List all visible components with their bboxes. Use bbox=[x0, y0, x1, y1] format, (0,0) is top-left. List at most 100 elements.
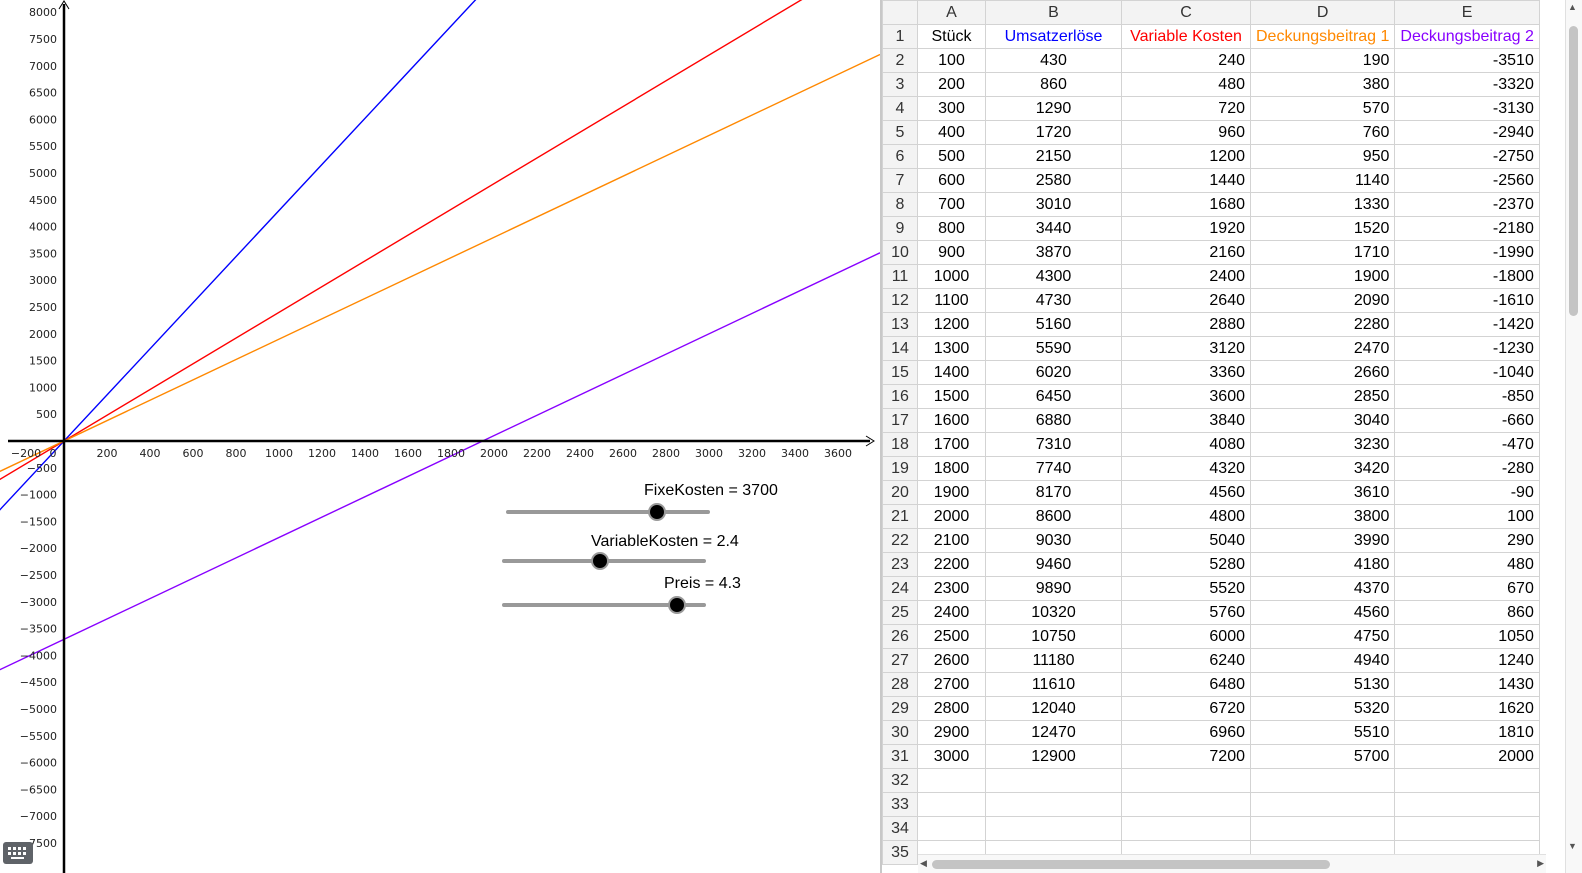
cell[interactable]: 860 bbox=[985, 72, 1122, 97]
spreadsheet-grid[interactable]: A B C D E 1 Stück Umsatzerlöse Variable Kos… bbox=[882, 0, 1540, 865]
slider-knob-preis[interactable] bbox=[668, 596, 687, 614]
cell[interactable]: 4560 bbox=[1121, 480, 1251, 505]
cell[interactable]: 2200 bbox=[917, 552, 986, 577]
cell[interactable] bbox=[1249, 768, 1396, 793]
cell[interactable]: 5700 bbox=[1249, 744, 1396, 769]
row-header[interactable]: 24 bbox=[882, 576, 918, 601]
cell[interactable]: -660 bbox=[1394, 408, 1540, 433]
cell[interactable]: 290 bbox=[1394, 528, 1540, 553]
cell[interactable]: 3610 bbox=[1249, 480, 1396, 505]
row-header[interactable]: 1 bbox=[882, 24, 918, 49]
cell[interactable] bbox=[1121, 792, 1251, 817]
row-header[interactable]: 2 bbox=[882, 48, 918, 73]
cell[interactable]: 11610 bbox=[985, 672, 1122, 697]
cell[interactable]: 1700 bbox=[917, 432, 986, 457]
column-header-d[interactable]: D bbox=[1249, 0, 1396, 25]
row-header[interactable]: 30 bbox=[882, 720, 918, 745]
cell[interactable]: 2300 bbox=[917, 576, 986, 601]
cell[interactable]: 9460 bbox=[985, 552, 1122, 577]
cell[interactable]: 3800 bbox=[1249, 504, 1396, 529]
cell[interactable] bbox=[1121, 768, 1251, 793]
header-cell[interactable]: Umsatzerlöse bbox=[985, 24, 1122, 49]
cell[interactable]: 1300 bbox=[917, 336, 986, 361]
cell[interactable]: 2280 bbox=[1249, 312, 1396, 337]
cell[interactable]: -2940 bbox=[1394, 120, 1540, 145]
cell[interactable]: 1900 bbox=[1249, 264, 1396, 289]
cell[interactable]: 4560 bbox=[1249, 600, 1396, 625]
cell[interactable]: 1000 bbox=[917, 264, 986, 289]
cell[interactable]: 3420 bbox=[1249, 456, 1396, 481]
row-header[interactable]: 11 bbox=[882, 264, 918, 289]
vertical-scroll-thumb[interactable] bbox=[1569, 26, 1578, 316]
cell[interactable]: 480 bbox=[1121, 72, 1251, 97]
cell[interactable]: 2660 bbox=[1249, 360, 1396, 385]
cell[interactable]: 2160 bbox=[1121, 240, 1251, 265]
cell[interactable]: 3870 bbox=[985, 240, 1122, 265]
cell[interactable]: 4800 bbox=[1121, 504, 1251, 529]
cell[interactable]: 3120 bbox=[1121, 336, 1251, 361]
cell[interactable]: 1600 bbox=[917, 408, 986, 433]
graph-line-1[interactable] bbox=[0, 0, 880, 520]
cell[interactable]: 2150 bbox=[985, 144, 1122, 169]
cell[interactable]: 3230 bbox=[1249, 432, 1396, 457]
horizontal-scroll-thumb[interactable] bbox=[932, 860, 1330, 869]
cell[interactable]: 7740 bbox=[985, 456, 1122, 481]
row-header[interactable]: 5 bbox=[882, 120, 918, 145]
cell[interactable]: 960 bbox=[1121, 120, 1251, 145]
cell[interactable]: 1520 bbox=[1249, 216, 1396, 241]
cell[interactable]: -2750 bbox=[1394, 144, 1540, 169]
cell[interactable]: 5520 bbox=[1121, 576, 1251, 601]
header-cell[interactable]: Deckungsbeitrag 2 bbox=[1394, 24, 1540, 49]
row-header[interactable]: 31 bbox=[882, 744, 918, 769]
cell[interactable]: 4370 bbox=[1249, 576, 1396, 601]
cell[interactable]: 6000 bbox=[1121, 624, 1251, 649]
cell[interactable]: 5160 bbox=[985, 312, 1122, 337]
column-header-a[interactable]: A bbox=[917, 0, 986, 25]
cell[interactable]: 400 bbox=[917, 120, 986, 145]
scroll-up-icon[interactable]: ▲ bbox=[1568, 2, 1577, 12]
cell[interactable]: 2800 bbox=[917, 696, 986, 721]
cell[interactable]: 100 bbox=[917, 48, 986, 73]
cell[interactable]: 1620 bbox=[1394, 696, 1540, 721]
cell[interactable]: 1140 bbox=[1249, 168, 1396, 193]
cell[interactable]: 1200 bbox=[1121, 144, 1251, 169]
row-header[interactable]: 8 bbox=[882, 192, 918, 217]
cell[interactable]: 670 bbox=[1394, 576, 1540, 601]
cell[interactable]: 6450 bbox=[985, 384, 1122, 409]
view-divider[interactable] bbox=[880, 0, 882, 873]
row-header[interactable]: 28 bbox=[882, 672, 918, 697]
row-header[interactable]: 12 bbox=[882, 288, 918, 313]
cell[interactable] bbox=[1394, 816, 1540, 841]
cell[interactable]: 9030 bbox=[985, 528, 1122, 553]
cell[interactable]: 5590 bbox=[985, 336, 1122, 361]
cell[interactable]: 2880 bbox=[1121, 312, 1251, 337]
cell[interactable]: 430 bbox=[985, 48, 1122, 73]
cell[interactable]: 1920 bbox=[1121, 216, 1251, 241]
cell[interactable]: 1200 bbox=[917, 312, 986, 337]
row-header[interactable]: 35 bbox=[882, 840, 918, 865]
row-header[interactable]: 20 bbox=[882, 480, 918, 505]
row-header[interactable]: 7 bbox=[882, 168, 918, 193]
scroll-down-icon[interactable]: ▼ bbox=[1568, 841, 1577, 851]
cell[interactable]: -470 bbox=[1394, 432, 1540, 457]
cell[interactable] bbox=[917, 768, 986, 793]
slider-knob-fixekosten[interactable] bbox=[647, 503, 666, 521]
vertical-scrollbar[interactable]: ▲ ▼ bbox=[1565, 0, 1582, 873]
cell[interactable]: 5130 bbox=[1249, 672, 1396, 697]
cell[interactable]: 7200 bbox=[1121, 744, 1251, 769]
scroll-right-icon[interactable]: ▶ bbox=[1537, 858, 1544, 868]
cell[interactable]: 600 bbox=[917, 168, 986, 193]
cell[interactable]: 3840 bbox=[1121, 408, 1251, 433]
row-header[interactable]: 22 bbox=[882, 528, 918, 553]
cell[interactable]: 1100 bbox=[917, 288, 986, 313]
scroll-left-icon[interactable]: ◀ bbox=[920, 858, 927, 868]
cell[interactable]: 2090 bbox=[1249, 288, 1396, 313]
cell[interactable]: 10750 bbox=[985, 624, 1122, 649]
cell[interactable]: 1290 bbox=[985, 96, 1122, 121]
header-cell[interactable]: Variable Kosten bbox=[1121, 24, 1251, 49]
row-header[interactable]: 6 bbox=[882, 144, 918, 169]
column-header-e[interactable]: E bbox=[1394, 0, 1540, 25]
spreadsheet-view[interactable]: A B C D E 1 Stück Umsatzerlöse Variable Kos… bbox=[882, 0, 1582, 873]
row-header[interactable]: 15 bbox=[882, 360, 918, 385]
cell[interactable]: 2580 bbox=[985, 168, 1122, 193]
